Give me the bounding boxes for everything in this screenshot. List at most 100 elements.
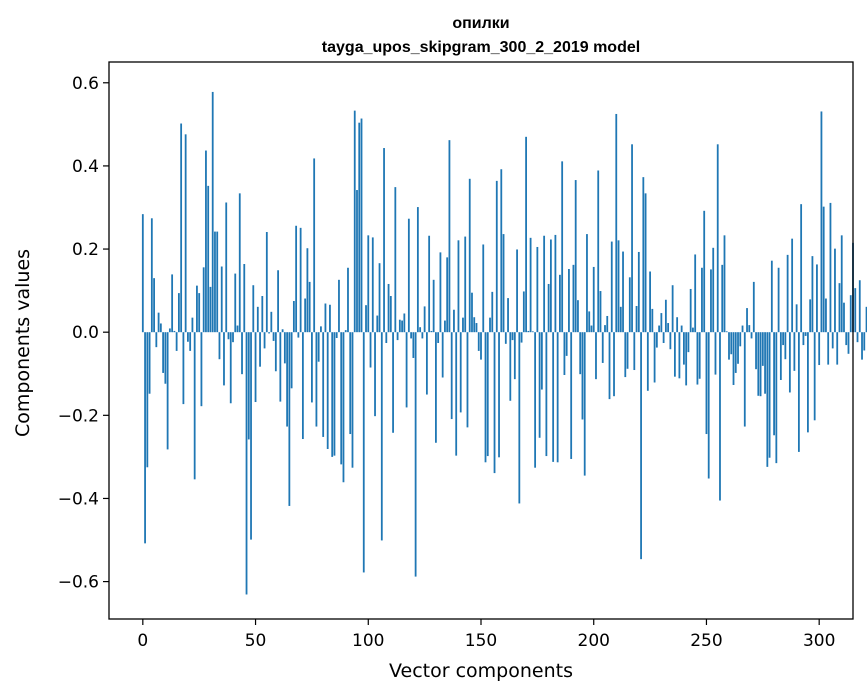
bar-208 <box>610 241 613 333</box>
bar-291 <box>797 332 800 452</box>
bar-221 <box>640 332 642 560</box>
bar-226 <box>651 308 654 333</box>
bar-16 <box>177 293 180 333</box>
bar-7 <box>157 312 160 333</box>
bar-256 <box>719 332 721 501</box>
x-tick-label: 0 <box>137 631 148 651</box>
bar-180 <box>547 283 550 333</box>
bar-295 <box>807 332 809 433</box>
bar-211 <box>617 240 620 333</box>
bar-252 <box>710 269 712 333</box>
bar-92 <box>349 332 352 435</box>
bar-132 <box>439 252 442 333</box>
bar-251 <box>707 332 710 479</box>
bar-173 <box>531 331 534 333</box>
bar-28 <box>205 150 207 333</box>
bar-289 <box>793 332 796 371</box>
bar-275 <box>761 332 764 366</box>
bar-116 <box>403 313 406 333</box>
bar-34 <box>218 332 221 360</box>
bar-88 <box>340 332 343 465</box>
bar-314 <box>849 295 852 333</box>
bar-9 <box>162 332 165 373</box>
bar-24 <box>196 285 198 333</box>
bar-43 <box>238 193 241 333</box>
bar-255 <box>716 144 719 333</box>
bar-102 <box>371 237 374 333</box>
bar-181 <box>549 239 552 333</box>
bar-210 <box>615 113 618 333</box>
bar-261 <box>730 332 733 355</box>
bar-62 <box>281 329 284 333</box>
bar-136 <box>448 140 451 333</box>
bar-96 <box>358 122 361 333</box>
bar-85 <box>333 332 336 456</box>
bar-268 <box>746 308 748 333</box>
bar-160 <box>502 234 505 333</box>
bar-240 <box>683 332 685 365</box>
bar-224 <box>646 332 649 391</box>
bar-183 <box>554 234 557 333</box>
bar-279 <box>770 260 773 333</box>
bar-12 <box>168 328 171 333</box>
bar-229 <box>658 325 661 333</box>
bar-248 <box>701 267 703 333</box>
bar-82 <box>326 332 329 449</box>
bar-79 <box>320 326 322 333</box>
bar-227 <box>653 332 656 383</box>
bar-121 <box>414 332 417 577</box>
bar-215 <box>626 332 629 369</box>
x-tick-label: 50 <box>245 631 267 651</box>
bar-155 <box>491 291 494 333</box>
bar-67 <box>292 301 295 333</box>
bar-300 <box>818 332 821 366</box>
bar-298 <box>813 332 816 421</box>
bar-159 <box>500 169 503 333</box>
bar-184 <box>556 332 559 463</box>
bar-144 <box>466 332 469 428</box>
bar-15 <box>175 332 178 351</box>
bar-74 <box>308 281 311 333</box>
bar-313 <box>847 332 850 354</box>
bar-185 <box>559 274 561 333</box>
bar-99 <box>365 305 367 333</box>
bar-40 <box>232 332 234 343</box>
bar-4 <box>150 218 153 333</box>
bar-105 <box>378 263 381 333</box>
bar-2 <box>146 332 149 468</box>
bar-162 <box>507 298 509 333</box>
bar-218 <box>633 332 636 371</box>
bar-258 <box>723 235 726 333</box>
bar-152 <box>484 332 487 463</box>
y-tick-label: −0.4 <box>58 489 99 509</box>
bar-193 <box>577 300 579 333</box>
bar-153 <box>486 332 489 457</box>
bar-17 <box>180 123 183 333</box>
bar-257 <box>721 264 724 333</box>
bar-65 <box>288 332 291 506</box>
bar-273 <box>757 332 760 396</box>
bar-13 <box>171 274 174 333</box>
bar-106 <box>380 332 383 541</box>
bar-267 <box>743 332 746 427</box>
bar-288 <box>791 238 794 333</box>
bar-142 <box>462 317 464 333</box>
bar-283 <box>779 332 782 380</box>
bar-49 <box>252 285 255 333</box>
bar-156 <box>493 332 496 474</box>
bar-131 <box>437 332 440 343</box>
bar-274 <box>759 332 762 397</box>
bar-182 <box>552 332 555 462</box>
x-ticks-group: 0 50 100 150 200 250 300 <box>137 619 835 651</box>
bar-3 <box>148 332 151 394</box>
bar-80 <box>322 332 325 437</box>
bar-125 <box>423 306 426 333</box>
bar-233 <box>667 323 670 333</box>
bar-10 <box>164 332 167 384</box>
bar-39 <box>229 332 232 404</box>
bar-290 <box>795 304 798 333</box>
bar-272 <box>755 332 757 370</box>
bar-310 <box>840 235 843 333</box>
bar-194 <box>579 332 582 375</box>
bar-190 <box>570 332 573 459</box>
